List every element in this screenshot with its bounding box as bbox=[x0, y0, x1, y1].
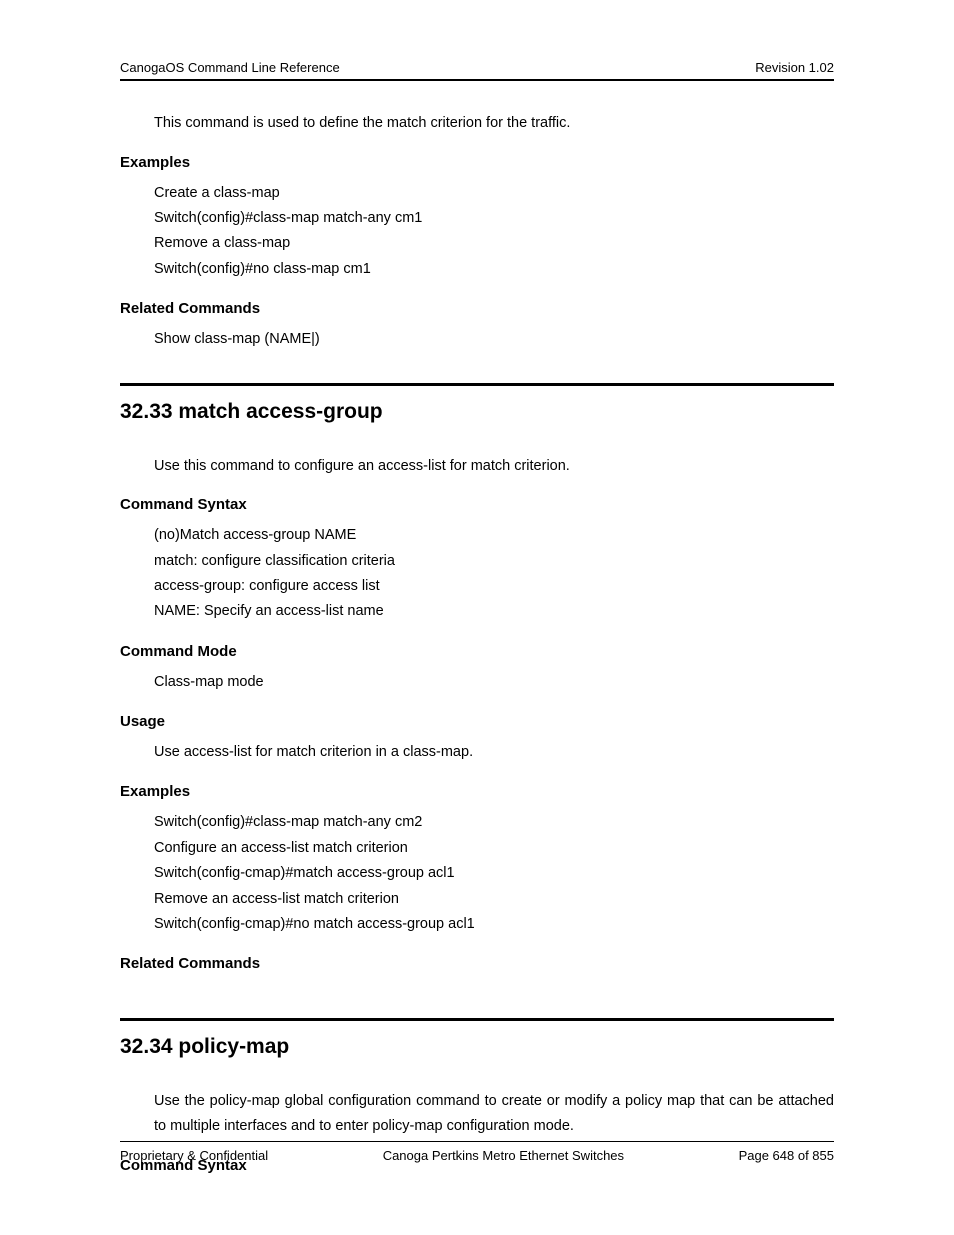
section-heading-32-33: 32.33 match access-group bbox=[120, 400, 834, 424]
example-line: Configure an access-list match criterion bbox=[154, 836, 834, 861]
example-line: Switch(config)#class-map match-any cm2 bbox=[154, 810, 834, 835]
example-line: Remove a class-map bbox=[154, 231, 834, 256]
example-line: Create a class-map bbox=[154, 181, 834, 206]
examples-block: Switch(config)#class-map match-any cm2 C… bbox=[120, 810, 834, 937]
usage-block: Use access-list for match criterion in a… bbox=[120, 740, 834, 765]
related-commands-heading: Related Commands bbox=[120, 300, 834, 317]
related-commands-block: Show class-map (NAME|) bbox=[120, 327, 834, 352]
section-34-intro: Use the policy-map global configuration … bbox=[120, 1089, 834, 1138]
examples-heading: Examples bbox=[120, 783, 834, 800]
usage-heading: Usage bbox=[120, 713, 834, 730]
page-header: CanogaOS Command Line Reference Revision… bbox=[120, 60, 834, 81]
examples-heading: Examples bbox=[120, 154, 834, 171]
example-line: Switch(config)#no class-map cm1 bbox=[154, 257, 834, 282]
section-heading-32-34: 32.34 policy-map bbox=[120, 1035, 834, 1059]
command-mode-heading: Command Mode bbox=[120, 643, 834, 660]
example-line: Remove an access-list match criterion bbox=[154, 887, 834, 912]
related-line: Show class-map (NAME|) bbox=[154, 327, 834, 352]
example-line: Switch(config-cmap)#no match access-grou… bbox=[154, 912, 834, 937]
command-syntax-heading: Command Syntax bbox=[120, 496, 834, 513]
section-33-intro: Use this command to configure an access-… bbox=[120, 454, 834, 479]
header-revision: Revision 1.02 bbox=[755, 60, 834, 75]
mode-line: Class-map mode bbox=[154, 670, 834, 695]
example-line: Switch(config-cmap)#match access-group a… bbox=[154, 861, 834, 886]
example-line: Switch(config)#class-map match-any cm1 bbox=[154, 206, 834, 231]
usage-line: Use access-list for match criterion in a… bbox=[154, 740, 834, 765]
command-mode-block: Class-map mode bbox=[120, 670, 834, 695]
footer-right: Page 648 of 855 bbox=[739, 1148, 834, 1163]
related-commands-heading: Related Commands bbox=[120, 955, 834, 972]
section-divider bbox=[120, 383, 834, 386]
page-footer: Proprietary & Confidential Canoga Pertki… bbox=[120, 1141, 834, 1163]
top-intro-text: This command is used to define the match… bbox=[120, 111, 834, 136]
syntax-line: access-group: configure access list bbox=[154, 574, 834, 599]
command-syntax-block: (no)Match access-group NAME match: confi… bbox=[120, 523, 834, 625]
footer-left: Proprietary & Confidential bbox=[120, 1148, 268, 1163]
document-page: CanogaOS Command Line Reference Revision… bbox=[0, 0, 954, 1235]
syntax-line: (no)Match access-group NAME bbox=[154, 523, 834, 548]
footer-center: Canoga Pertkins Metro Ethernet Switches bbox=[383, 1148, 624, 1163]
syntax-line: NAME: Specify an access-list name bbox=[154, 599, 834, 624]
section-divider bbox=[120, 1018, 834, 1021]
examples-block: Create a class-map Switch(config)#class-… bbox=[120, 181, 834, 283]
syntax-line: match: configure classification criteria bbox=[154, 549, 834, 574]
header-title: CanogaOS Command Line Reference bbox=[120, 60, 340, 75]
